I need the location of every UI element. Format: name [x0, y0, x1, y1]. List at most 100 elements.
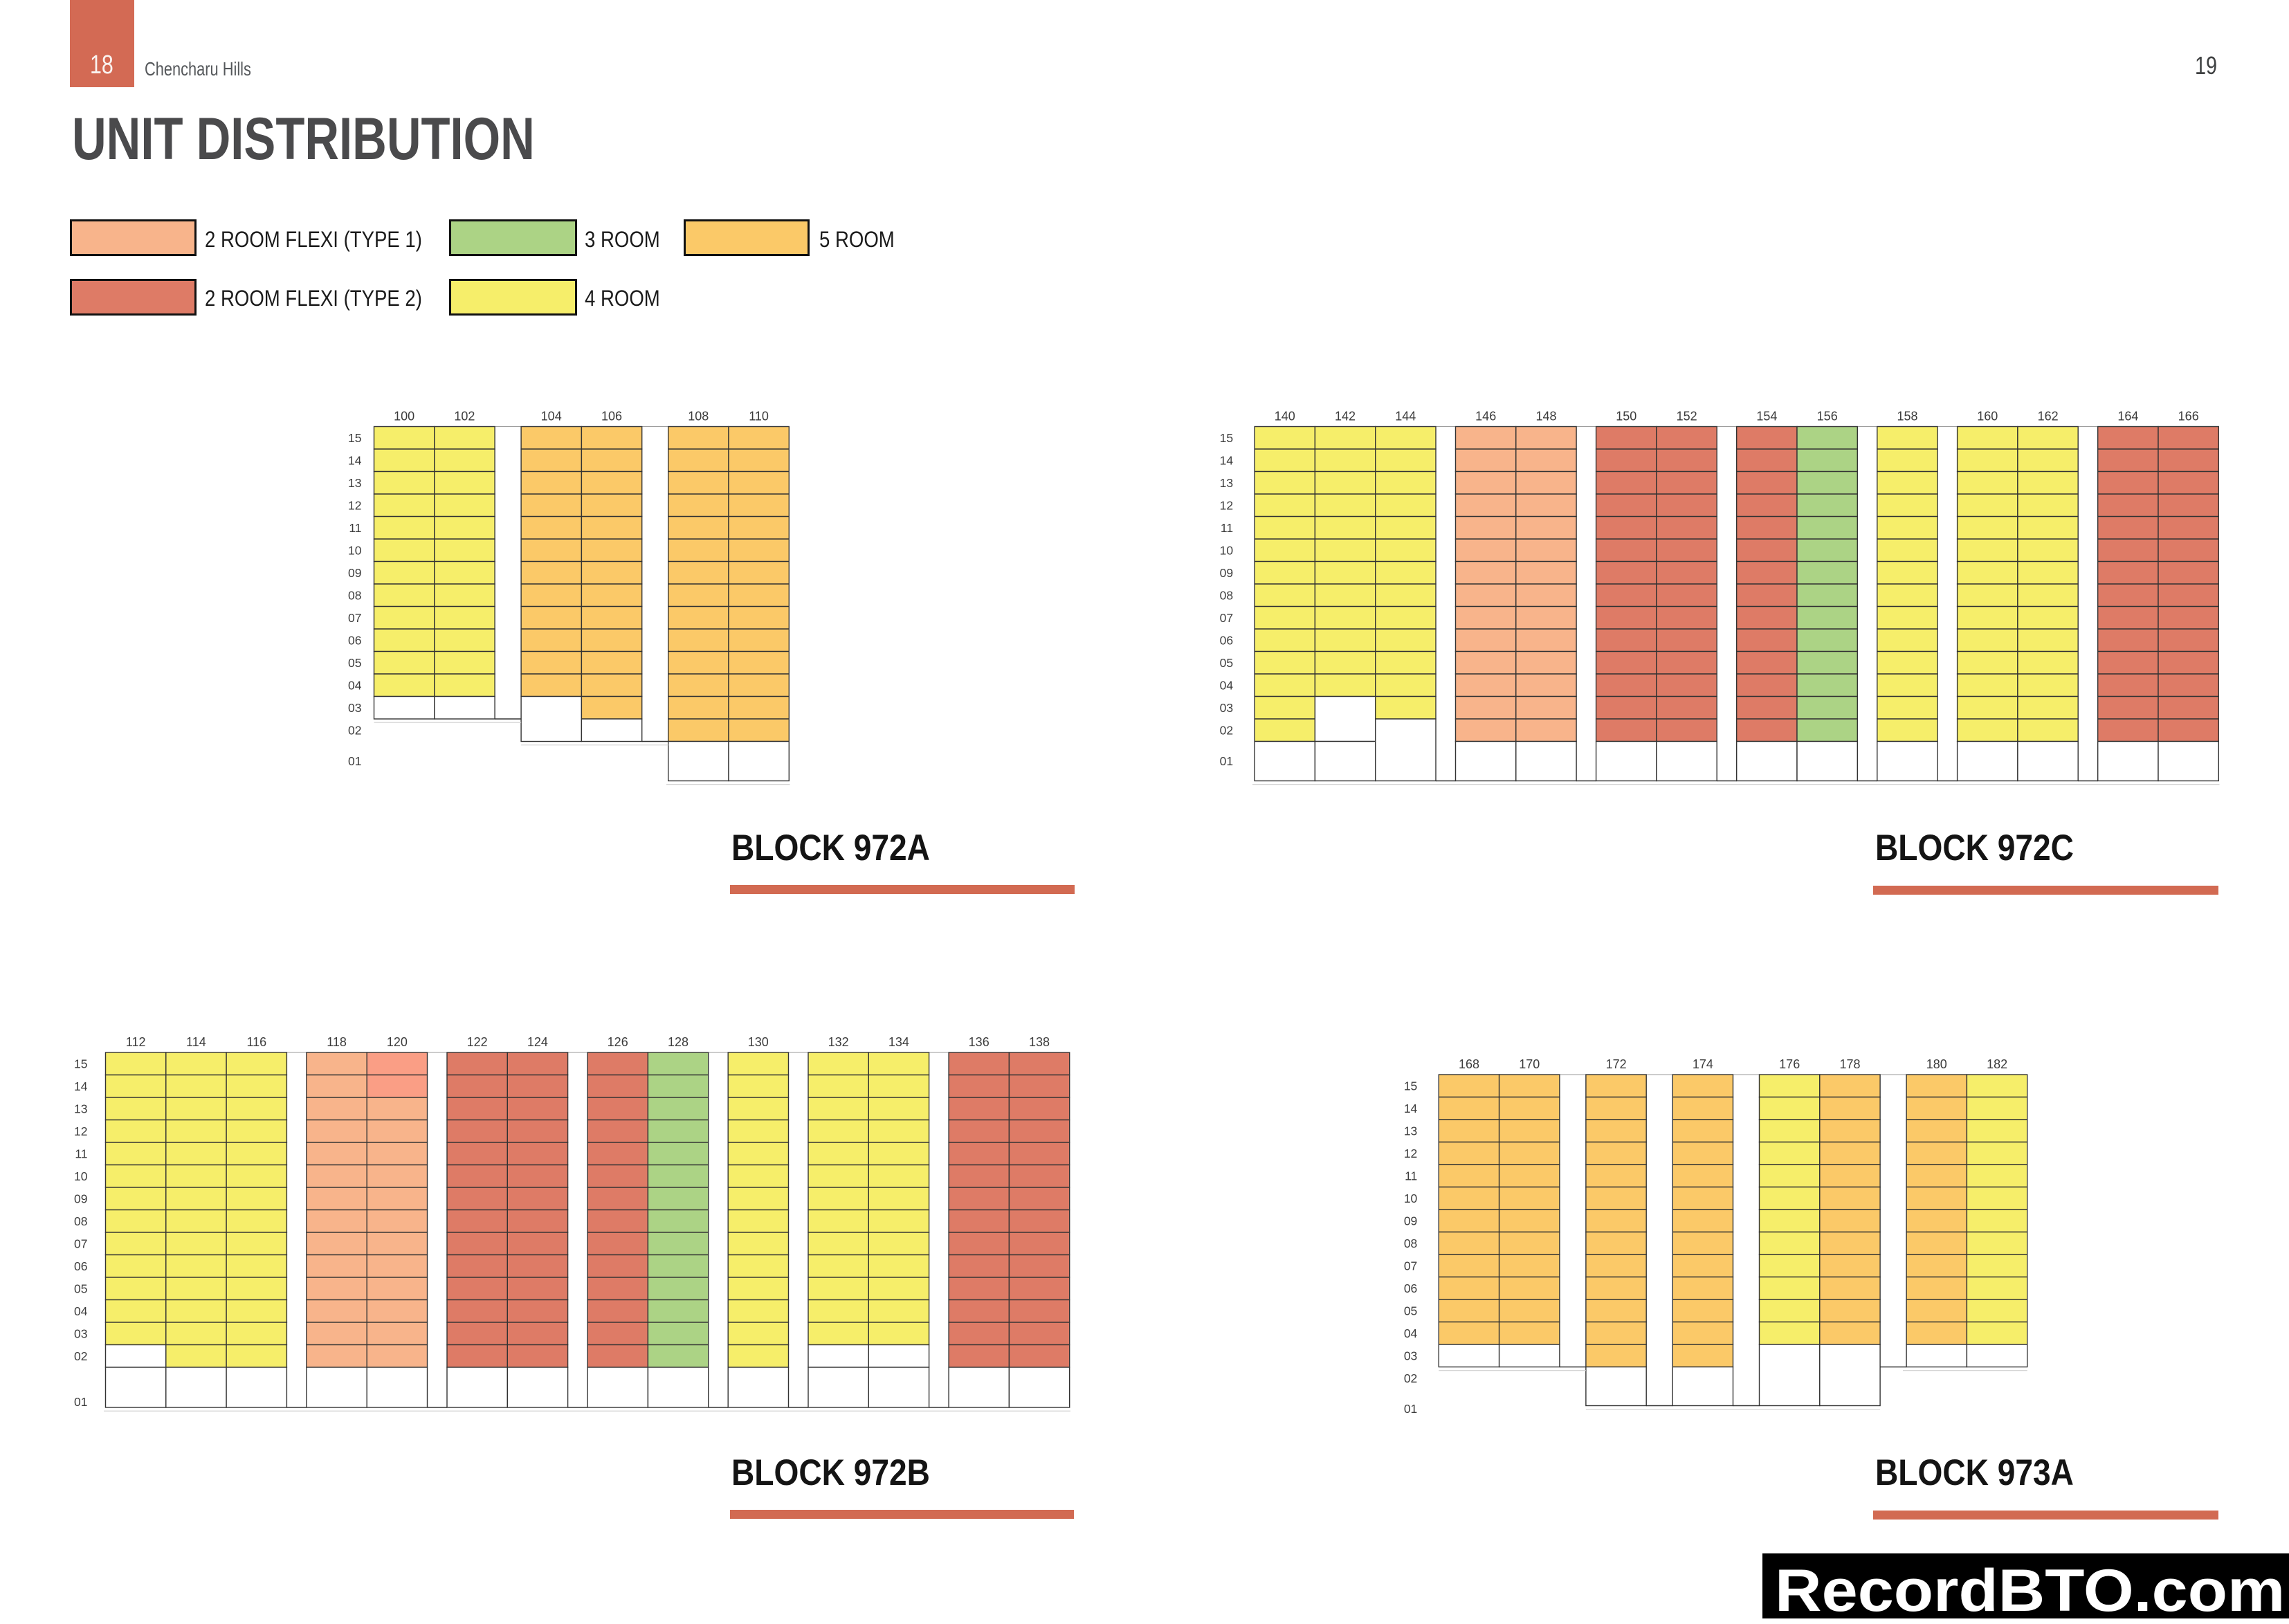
svg-text:15: 15	[74, 1057, 87, 1071]
svg-text:09: 09	[74, 1192, 87, 1206]
svg-text:15: 15	[1220, 431, 1233, 445]
svg-text:174: 174	[1693, 1057, 1713, 1071]
svg-text:05: 05	[1220, 656, 1233, 670]
svg-text:146: 146	[1475, 410, 1496, 423]
svg-text:12: 12	[74, 1124, 87, 1138]
svg-text:11: 11	[1221, 521, 1233, 535]
svg-text:140: 140	[1275, 410, 1295, 423]
svg-text:01: 01	[348, 754, 361, 768]
svg-text:166: 166	[2178, 410, 2199, 423]
svg-text:02: 02	[74, 1349, 87, 1363]
svg-text:124: 124	[527, 1035, 548, 1049]
svg-text:130: 130	[748, 1035, 769, 1049]
svg-text:11: 11	[1405, 1169, 1417, 1183]
svg-text:07: 07	[1404, 1259, 1417, 1273]
svg-text:01: 01	[1220, 754, 1233, 768]
svg-text:07: 07	[1220, 611, 1233, 625]
svg-text:09: 09	[1220, 566, 1233, 580]
svg-text:170: 170	[1519, 1057, 1540, 1071]
svg-text:180: 180	[1926, 1057, 1947, 1071]
svg-text:182: 182	[1987, 1057, 2007, 1071]
svg-text:102: 102	[454, 410, 475, 423]
svg-text:14: 14	[1404, 1102, 1418, 1115]
svg-text:150: 150	[1616, 410, 1636, 423]
svg-text:11: 11	[75, 1147, 87, 1161]
svg-text:05: 05	[74, 1282, 87, 1296]
svg-text:178: 178	[1839, 1057, 1860, 1071]
svg-text:134: 134	[888, 1035, 909, 1049]
svg-text:14: 14	[348, 454, 362, 468]
svg-text:04: 04	[348, 679, 362, 693]
svg-text:02: 02	[1220, 724, 1233, 738]
svg-text:172: 172	[1606, 1057, 1627, 1071]
svg-text:07: 07	[348, 611, 361, 625]
svg-text:156: 156	[1817, 410, 1838, 423]
svg-text:114: 114	[186, 1035, 206, 1049]
svg-text:116: 116	[246, 1035, 266, 1049]
svg-text:05: 05	[1404, 1304, 1417, 1318]
svg-text:164: 164	[2117, 410, 2138, 423]
svg-text:03: 03	[1404, 1349, 1417, 1363]
svg-text:03: 03	[348, 701, 361, 715]
svg-text:14: 14	[74, 1079, 88, 1093]
svg-text:01: 01	[1404, 1402, 1417, 1416]
svg-text:08: 08	[74, 1214, 87, 1228]
svg-text:05: 05	[348, 656, 361, 670]
svg-text:148: 148	[1535, 410, 1556, 423]
svg-text:118: 118	[327, 1035, 347, 1049]
svg-text:142: 142	[1335, 410, 1356, 423]
svg-text:13: 13	[1220, 476, 1233, 490]
svg-text:13: 13	[1404, 1124, 1417, 1138]
svg-text:09: 09	[348, 566, 361, 580]
svg-text:110: 110	[749, 410, 769, 423]
svg-text:06: 06	[348, 634, 361, 648]
svg-text:100: 100	[394, 410, 414, 423]
svg-text:160: 160	[1977, 410, 1998, 423]
svg-text:13: 13	[348, 476, 361, 490]
svg-text:12: 12	[348, 499, 361, 513]
svg-text:03: 03	[74, 1327, 87, 1341]
svg-text:08: 08	[348, 589, 361, 603]
svg-text:02: 02	[348, 724, 361, 738]
svg-text:122: 122	[467, 1035, 488, 1049]
svg-text:15: 15	[348, 431, 361, 445]
svg-text:01: 01	[74, 1395, 87, 1409]
svg-text:10: 10	[348, 544, 362, 558]
svg-text:06: 06	[1404, 1281, 1417, 1295]
svg-text:132: 132	[828, 1035, 849, 1049]
svg-text:162: 162	[2038, 410, 2059, 423]
svg-text:106: 106	[601, 410, 622, 423]
svg-text:06: 06	[1220, 634, 1233, 648]
svg-text:08: 08	[1220, 589, 1233, 603]
svg-text:136: 136	[969, 1035, 990, 1049]
svg-text:04: 04	[1404, 1326, 1418, 1340]
svg-text:04: 04	[1220, 679, 1234, 693]
svg-text:06: 06	[74, 1259, 87, 1273]
svg-text:104: 104	[541, 410, 562, 423]
svg-text:04: 04	[74, 1304, 88, 1318]
svg-text:138: 138	[1029, 1035, 1050, 1049]
svg-text:08: 08	[1404, 1237, 1417, 1250]
svg-text:11: 11	[349, 521, 361, 535]
svg-text:112: 112	[126, 1035, 146, 1049]
svg-text:120: 120	[387, 1035, 408, 1049]
svg-text:07: 07	[74, 1237, 87, 1251]
svg-text:10: 10	[1404, 1192, 1418, 1205]
svg-text:13: 13	[74, 1102, 87, 1116]
svg-text:09: 09	[1404, 1214, 1417, 1228]
svg-text:128: 128	[668, 1035, 688, 1049]
svg-text:12: 12	[1220, 499, 1233, 513]
svg-text:15: 15	[1404, 1079, 1417, 1093]
svg-text:03: 03	[1220, 701, 1233, 715]
svg-text:02: 02	[1404, 1371, 1417, 1385]
svg-text:176: 176	[1779, 1057, 1800, 1071]
svg-text:158: 158	[1897, 410, 1917, 423]
svg-text:10: 10	[1220, 544, 1234, 558]
svg-text:108: 108	[688, 410, 709, 423]
svg-text:168: 168	[1459, 1057, 1479, 1071]
svg-text:126: 126	[608, 1035, 628, 1049]
svg-text:12: 12	[1404, 1147, 1417, 1160]
svg-text:10: 10	[74, 1169, 88, 1183]
svg-text:14: 14	[1220, 454, 1234, 468]
svg-text:154: 154	[1756, 410, 1777, 423]
